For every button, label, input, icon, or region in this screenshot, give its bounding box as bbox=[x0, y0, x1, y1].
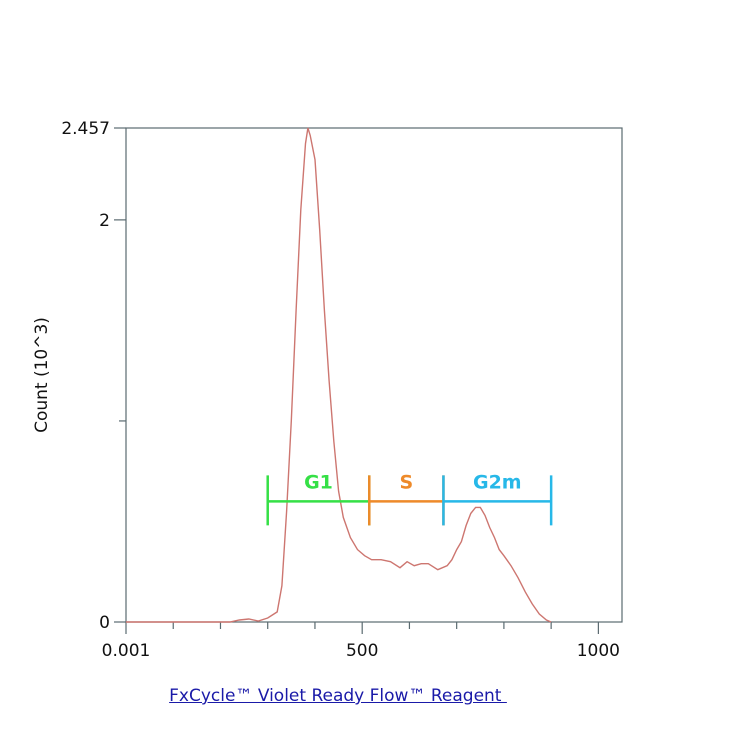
y-axis-title: Count (10^3) bbox=[32, 317, 52, 433]
gate-g2m: G2m bbox=[442, 471, 553, 526]
plot-frame bbox=[125, 127, 623, 623]
x-tick-label: 0.001 bbox=[102, 641, 151, 661]
x-axis-title[interactable]: FxCycle™ Violet Ready Flow™ Reagent bbox=[169, 686, 507, 706]
gate-g1: G1 bbox=[266, 471, 371, 526]
x-tick-label: 500 bbox=[346, 641, 378, 661]
gate-label: G1 bbox=[304, 471, 333, 493]
gate-markers: G1 S G2m bbox=[266, 471, 553, 526]
gate-label: G2m bbox=[473, 471, 522, 493]
y-tick-label: 0 bbox=[99, 613, 110, 633]
gate-label: S bbox=[400, 471, 414, 493]
histogram-line bbox=[126, 127, 552, 623]
x-axis: 0.001 500 1000 bbox=[102, 622, 620, 661]
y-axis: 0 2 2.457 bbox=[61, 119, 126, 633]
y-tick-label: 2 bbox=[99, 211, 110, 231]
y-tick-label: 2.457 bbox=[61, 119, 110, 139]
x-tick-label: 1000 bbox=[577, 641, 620, 661]
gate-s: S bbox=[368, 471, 445, 526]
